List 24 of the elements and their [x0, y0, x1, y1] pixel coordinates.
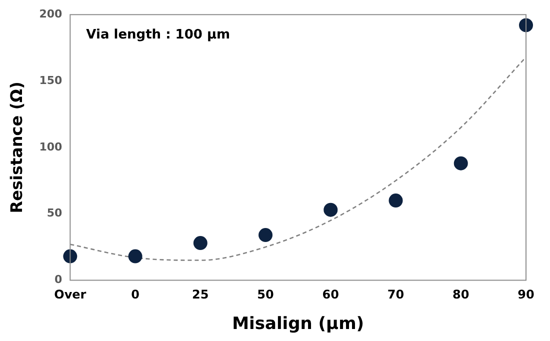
point — [454, 156, 468, 170]
y-tick-label: 150 — [39, 74, 62, 87]
point — [519, 18, 533, 32]
point — [128, 249, 142, 264]
point — [258, 228, 273, 242]
x-tick-label: 80 — [452, 288, 470, 302]
x-tick-label: 90 — [518, 288, 534, 302]
x-tick-label: 0 — [131, 288, 140, 302]
point — [388, 194, 403, 208]
point — [193, 236, 208, 250]
annotation: Via length : 100 μm — [86, 27, 230, 42]
y-tick-label: 200 — [39, 7, 62, 20]
point — [63, 249, 78, 264]
y-tick-label: 50 — [46, 206, 63, 220]
x-tick-label: Over — [54, 288, 86, 302]
point — [324, 202, 338, 217]
x-tick-label: 50 — [257, 288, 274, 302]
x-axis-title: Misalign (μm) — [232, 314, 364, 334]
y-axis-title: Resistance (Ω) — [6, 82, 26, 214]
x-tick-label: 70 — [387, 288, 404, 302]
y-tick-label: 0 — [54, 273, 63, 286]
x-tick-label: 25 — [192, 288, 209, 302]
y-tick-label: 100 — [39, 140, 62, 154]
x-tick-label: 60 — [322, 288, 339, 302]
